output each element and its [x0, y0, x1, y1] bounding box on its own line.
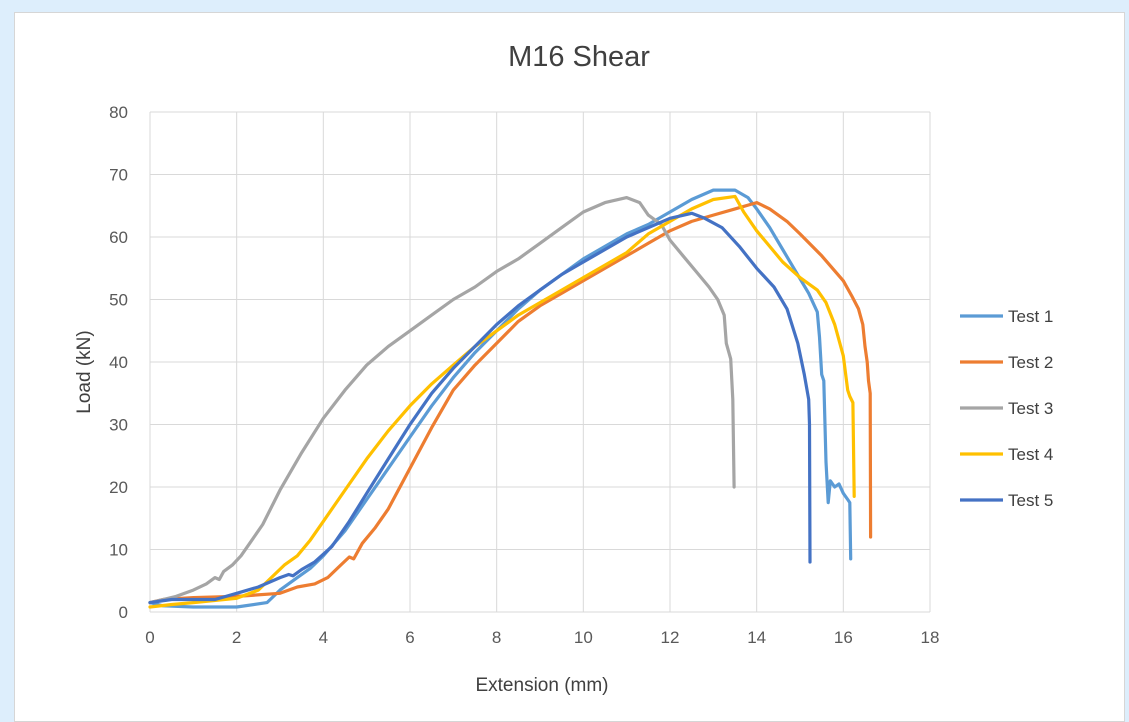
- legend-label: Test 4: [1008, 445, 1053, 464]
- x-tick-label: 0: [145, 628, 154, 647]
- legend-label: Test 3: [1008, 399, 1053, 418]
- x-tick-label: 4: [319, 628, 328, 647]
- legend: Test 1 Test 2 Test 3 Test 4 Test 5: [960, 307, 1053, 510]
- series-line-test-4: [148, 194, 856, 609]
- y-tick-label: 0: [119, 603, 128, 622]
- y-tick-label: 30: [109, 416, 128, 435]
- x-axis-title: Extension (mm): [475, 675, 608, 696]
- line-chart: M16 Shear 0 2 4 6 8 10 12 14 16 18 0 10 20 30 40 50 60 70…: [74, 41, 1053, 696]
- y-tick-label: 10: [109, 541, 128, 560]
- series-line-test-3: [148, 196, 736, 605]
- y-tick-label: 60: [109, 228, 128, 247]
- x-tick-label: 18: [921, 628, 940, 647]
- x-tick-label: 14: [747, 628, 766, 647]
- x-tick-label: 16: [834, 628, 853, 647]
- chart-frame: M16 Shear 0 2 4 6 8 10 12 14 16 18 0 10 20 30 40 50 60 70…: [14, 12, 1125, 722]
- y-tick-label: 70: [109, 166, 128, 185]
- gridlines: [149, 111, 931, 613]
- x-tick-label: 8: [492, 628, 501, 647]
- x-tick-label: 10: [574, 628, 593, 647]
- legend-label: Test 2: [1008, 353, 1053, 372]
- x-tick-label: 6: [405, 628, 414, 647]
- y-tick-label: 50: [109, 291, 128, 310]
- legend-label: Test 1: [1008, 307, 1053, 326]
- chart-title: M16 Shear: [508, 41, 650, 73]
- y-tick-label: 20: [109, 478, 128, 497]
- y-axis-title: Load (kN): [74, 330, 95, 413]
- y-tick-label: 80: [109, 103, 128, 122]
- series-line-test-5: [148, 211, 812, 605]
- legend-label: Test 5: [1008, 491, 1053, 510]
- y-tick-label: 40: [109, 353, 128, 372]
- x-tick-label: 2: [232, 628, 241, 647]
- series-lines: [148, 188, 873, 609]
- axis-tick-labels: 0 2 4 6 8 10 12 14 16 18 0 10 20 30 40 50 60 70 80: [109, 103, 939, 647]
- x-tick-label: 12: [661, 628, 680, 647]
- series-line-test-2: [148, 201, 873, 605]
